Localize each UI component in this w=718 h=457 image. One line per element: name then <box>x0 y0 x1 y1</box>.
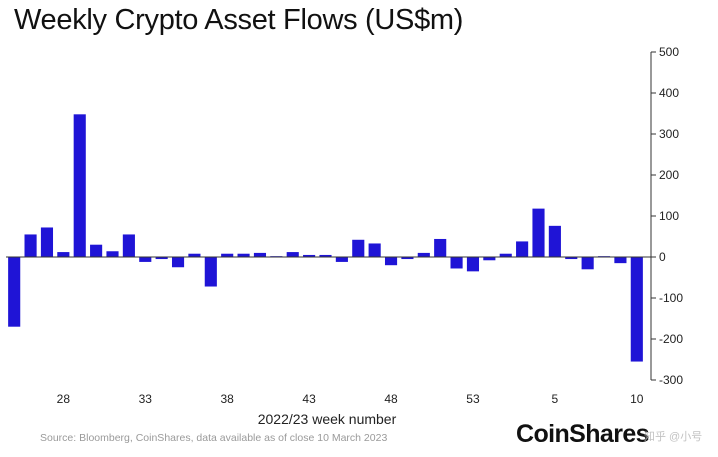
bars-layer <box>8 114 643 362</box>
bar <box>286 252 299 257</box>
x-tick-label: 28 <box>57 392 71 406</box>
bar <box>57 252 70 257</box>
bar <box>24 234 37 257</box>
x-tick-label: 5 <box>552 392 559 406</box>
bar <box>417 252 430 257</box>
y-tick-label: 500 <box>659 45 679 59</box>
chart-title: Weekly Crypto Asset Flows (US$m) <box>14 4 464 36</box>
bar <box>434 238 447 257</box>
x-tick-label: 10 <box>630 392 644 406</box>
bar <box>253 252 267 257</box>
x-tick-label: 53 <box>466 392 480 406</box>
bar <box>516 241 529 257</box>
x-tick-label: 43 <box>302 392 316 406</box>
bar <box>614 257 627 264</box>
bar <box>384 257 398 266</box>
y-tick-label: -300 <box>659 373 683 387</box>
bar <box>581 257 594 270</box>
x-axis: 28 33 38 43 48 53 5 10 <box>57 392 644 406</box>
bar <box>401 257 414 260</box>
y-tick-label: 300 <box>659 127 679 141</box>
y-tick-label: 100 <box>659 209 679 223</box>
bar <box>352 239 365 257</box>
bar <box>237 253 250 257</box>
y-tick-label: 400 <box>659 86 679 100</box>
x-tick-label: 48 <box>384 392 398 406</box>
bar <box>499 253 512 257</box>
bar <box>466 257 480 272</box>
bar <box>188 253 201 257</box>
y-tick-label: 0 <box>659 250 666 264</box>
coinshares-logo: CoinShares <box>516 420 650 448</box>
bar <box>630 257 643 362</box>
bar <box>319 254 332 257</box>
bar <box>532 208 545 257</box>
y-tick-label: 200 <box>659 168 679 182</box>
x-tick-label: 33 <box>139 392 153 406</box>
bar <box>548 225 561 257</box>
x-axis-label: 2022/23 week number <box>257 411 397 427</box>
bar <box>40 227 54 257</box>
bar <box>303 254 316 257</box>
bar <box>73 114 86 257</box>
y-axis: 500 400 300 200 100 0 -100 -200 -300 <box>651 45 683 387</box>
bar <box>106 251 119 257</box>
bar <box>565 257 578 260</box>
bar <box>139 257 152 262</box>
bar <box>221 253 234 257</box>
source-note: Source: Bloomberg, CoinShares, data avai… <box>40 432 388 444</box>
y-tick-label: -100 <box>659 291 683 305</box>
bar <box>122 234 135 257</box>
y-tick-label: -200 <box>659 332 683 346</box>
bar <box>204 257 217 287</box>
bar <box>8 257 21 327</box>
watermark: 知乎 @小号 <box>644 431 703 443</box>
bar <box>450 257 463 269</box>
bar <box>368 243 381 257</box>
bar <box>483 257 496 261</box>
bar <box>335 257 348 262</box>
x-tick-label: 38 <box>221 392 235 406</box>
bar <box>155 257 168 260</box>
bar <box>171 257 185 268</box>
bar <box>90 244 103 257</box>
